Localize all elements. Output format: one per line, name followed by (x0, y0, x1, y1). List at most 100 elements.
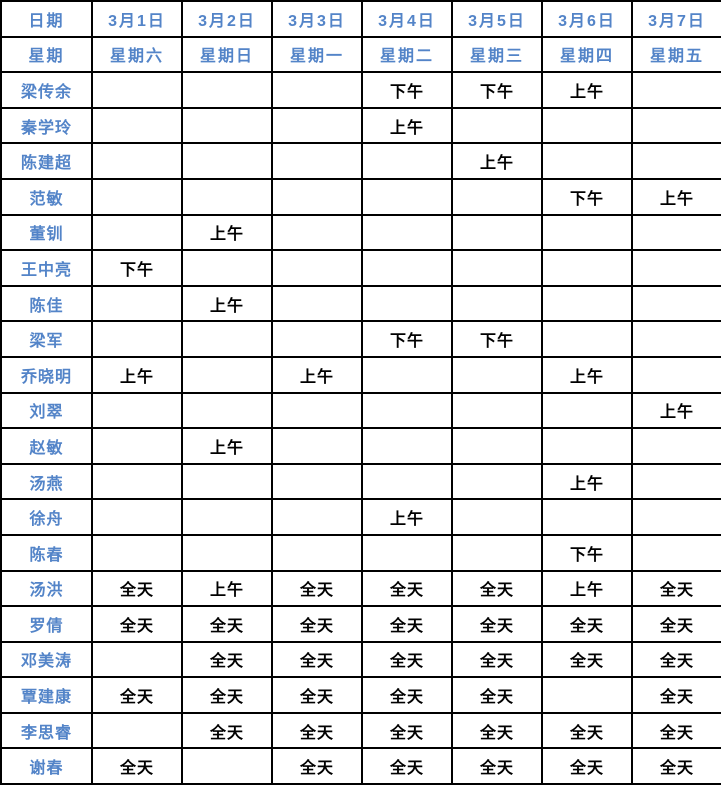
person-name: 覃建康 (0, 676, 93, 714)
schedule-cell (361, 142, 453, 180)
person-name: 赵敏 (0, 427, 93, 465)
schedule-cell (541, 106, 633, 145)
table-row: 赵敏 上午 (0, 427, 721, 465)
schedule-cell (451, 498, 543, 536)
schedule-cell: 全天 (361, 605, 453, 643)
schedule-cell: 全天 (631, 711, 721, 750)
schedule-cell (181, 106, 273, 145)
schedule-cell (271, 71, 363, 109)
schedule-cell (271, 106, 363, 145)
date-header-label: 日期 (0, 0, 93, 38)
date-header-cell: 3月7日 (631, 0, 721, 38)
schedule-cell: 全天 (91, 605, 183, 643)
schedule-cell (91, 533, 183, 572)
schedule-cell: 全天 (271, 747, 363, 785)
schedule-cell (631, 427, 721, 465)
person-name: 乔晓明 (0, 355, 93, 394)
schedule-cell: 全天 (361, 747, 453, 785)
person-name: 王中亮 (0, 249, 93, 287)
schedule-cell (361, 533, 453, 572)
schedule-cell (181, 249, 273, 287)
schedule-cell (631, 106, 721, 145)
schedule-cell: 上午 (541, 71, 633, 109)
schedule-cell: 上午 (181, 427, 273, 465)
schedule-cell (631, 71, 721, 109)
schedule-cell: 上午 (271, 355, 363, 394)
table-row: 汤燕 上午 (0, 462, 721, 501)
schedule-cell: 上午 (91, 355, 183, 394)
date-header-row: 日期 3月1日 3月2日 3月3日 3月4日 3月5日 3月6日 3月7日 (0, 0, 721, 38)
schedule-cell: 全天 (631, 640, 721, 679)
person-name: 汤洪 (0, 569, 93, 608)
schedule-cell: 上午 (181, 569, 273, 608)
schedule-cell (91, 320, 183, 358)
schedule-cell: 全天 (361, 569, 453, 608)
schedule-cell (91, 462, 183, 501)
schedule-cell (361, 462, 453, 501)
schedule-cell: 全天 (91, 676, 183, 714)
person-name: 秦学玲 (0, 106, 93, 145)
schedule-cell (181, 355, 273, 394)
schedule-cell: 下午 (91, 249, 183, 287)
schedule-cell: 全天 (181, 640, 273, 679)
schedule-cell (631, 284, 721, 323)
schedule-cell: 全天 (541, 711, 633, 750)
table-row: 汤洪 全天 上午 全天 全天 全天 上午 全天 (0, 569, 721, 608)
table-row: 范敏 下午 上午 (0, 177, 721, 216)
weekday-header-cell: 星期日 (181, 35, 273, 74)
schedule-cell: 全天 (271, 676, 363, 714)
table-body: 梁传余 下午 下午 上午 秦学玲 上午 陈建超 上午 范敏 下午 上 (0, 71, 721, 785)
table-row: 李思睿 全天 全天 全天 全天 全天 全天 (0, 711, 721, 750)
schedule-cell: 全天 (271, 569, 363, 608)
schedule-cell (451, 355, 543, 394)
schedule-cell (91, 177, 183, 216)
schedule-cell (541, 284, 633, 323)
schedule-cell (91, 71, 183, 109)
table-row: 王中亮 下午 (0, 249, 721, 287)
table-row: 陈佳 上午 (0, 284, 721, 323)
schedule-cell: 全天 (451, 711, 543, 750)
date-header-cell: 3月4日 (361, 0, 453, 38)
schedule-cell (451, 391, 543, 430)
schedule-cell: 下午 (361, 71, 453, 109)
schedule-cell: 下午 (451, 320, 543, 358)
date-header-cell: 3月6日 (541, 0, 633, 38)
schedule-cell (541, 676, 633, 714)
date-header-cell: 3月5日 (451, 0, 543, 38)
weekday-header-cell: 星期三 (451, 35, 543, 74)
schedule-cell (91, 427, 183, 465)
schedule-cell: 全天 (451, 569, 543, 608)
schedule-cell (181, 391, 273, 430)
schedule-cell: 上午 (541, 462, 633, 501)
weekday-header-cell: 星期一 (271, 35, 363, 74)
schedule-cell: 全天 (451, 676, 543, 714)
schedule-cell (271, 498, 363, 536)
person-name: 陈春 (0, 533, 93, 572)
schedule-cell: 全天 (181, 676, 273, 714)
schedule-cell (271, 284, 363, 323)
weekday-header-cell: 星期五 (631, 35, 721, 74)
schedule-cell: 下午 (541, 177, 633, 216)
table-row: 覃建康 全天 全天 全天 全天 全天 全天 (0, 676, 721, 714)
schedule-cell (541, 213, 633, 252)
table-row: 邓美涛 全天 全天 全天 全天 全天 全天 (0, 640, 721, 679)
schedule-cell: 全天 (91, 747, 183, 785)
table-header: 日期 3月1日 3月2日 3月3日 3月4日 3月5日 3月6日 3月7日 星期… (0, 0, 721, 74)
schedule-cell: 全天 (271, 640, 363, 679)
schedule-cell (181, 533, 273, 572)
person-name: 李思睿 (0, 711, 93, 750)
schedule-cell (271, 249, 363, 287)
schedule-cell (451, 533, 543, 572)
schedule-cell (451, 427, 543, 465)
schedule-cell: 全天 (361, 676, 453, 714)
schedule-cell (631, 249, 721, 287)
table-row: 陈建超 上午 (0, 142, 721, 180)
schedule-cell: 上午 (361, 498, 453, 536)
schedule-cell: 全天 (91, 569, 183, 608)
person-name: 范敏 (0, 177, 93, 216)
table-row: 罗倩 全天 全天 全天 全天 全天 全天 全天 (0, 605, 721, 643)
schedule-cell (91, 498, 183, 536)
schedule-cell: 全天 (361, 640, 453, 679)
schedule-cell: 上午 (631, 391, 721, 430)
schedule-cell: 全天 (451, 747, 543, 785)
